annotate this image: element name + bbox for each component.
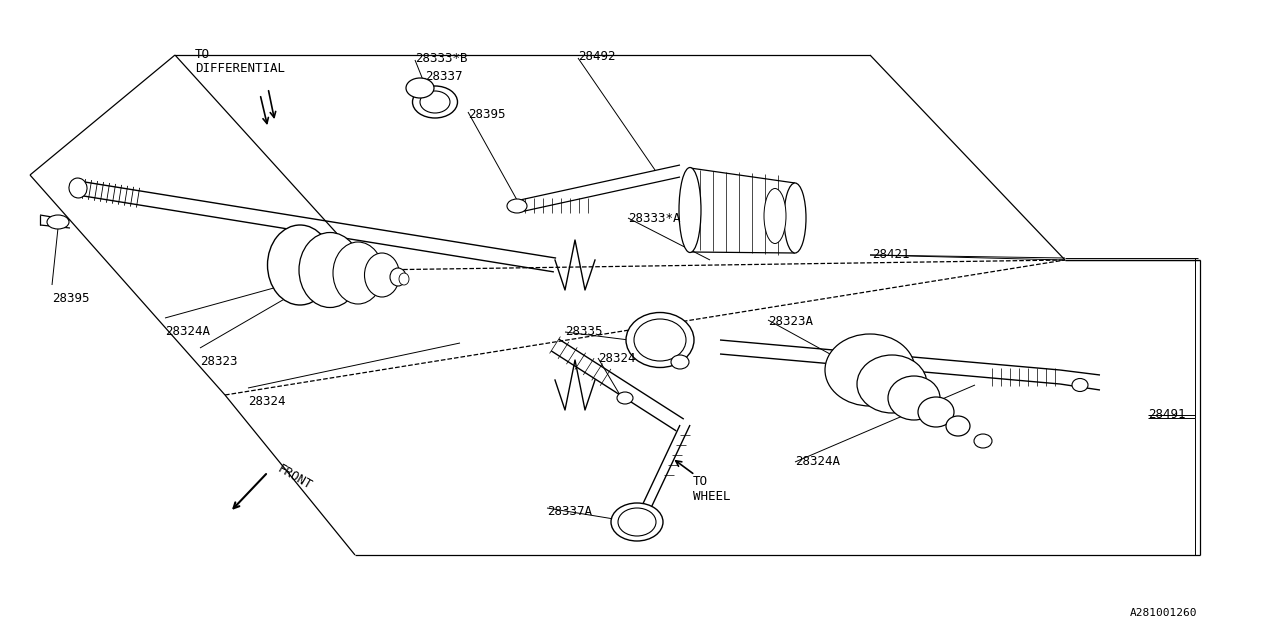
Text: 28337: 28337: [425, 70, 462, 83]
Text: DIFFERENTIAL: DIFFERENTIAL: [195, 62, 285, 75]
Ellipse shape: [300, 232, 361, 307]
Text: 28421: 28421: [872, 248, 910, 261]
Ellipse shape: [1073, 378, 1088, 392]
Text: 28323A: 28323A: [768, 315, 813, 328]
Text: 28333*B: 28333*B: [415, 52, 467, 65]
Text: 28324A: 28324A: [795, 455, 840, 468]
Text: 28335: 28335: [564, 325, 603, 338]
Ellipse shape: [47, 215, 69, 229]
Ellipse shape: [617, 392, 634, 404]
Ellipse shape: [69, 178, 87, 198]
Ellipse shape: [399, 273, 410, 285]
Ellipse shape: [390, 268, 406, 286]
Text: 28492: 28492: [579, 50, 616, 63]
Ellipse shape: [406, 78, 434, 98]
Text: FRONT: FRONT: [275, 462, 314, 492]
Ellipse shape: [918, 397, 954, 427]
Ellipse shape: [268, 225, 333, 305]
Text: 28324: 28324: [598, 352, 635, 365]
Text: 28491: 28491: [1148, 408, 1185, 421]
Ellipse shape: [365, 253, 399, 297]
Ellipse shape: [678, 168, 701, 253]
Ellipse shape: [333, 242, 383, 304]
Ellipse shape: [946, 416, 970, 436]
Ellipse shape: [785, 183, 806, 253]
Ellipse shape: [826, 334, 915, 406]
Text: 28337A: 28337A: [547, 505, 593, 518]
Ellipse shape: [888, 376, 940, 420]
Ellipse shape: [618, 508, 657, 536]
Text: 28395: 28395: [468, 108, 506, 121]
Text: 28323: 28323: [200, 355, 238, 368]
Ellipse shape: [611, 503, 663, 541]
Ellipse shape: [420, 91, 451, 113]
Text: 28324A: 28324A: [165, 325, 210, 338]
Ellipse shape: [764, 189, 786, 243]
Ellipse shape: [858, 355, 927, 413]
Text: A281001260: A281001260: [1130, 608, 1198, 618]
Ellipse shape: [974, 434, 992, 448]
Ellipse shape: [671, 355, 689, 369]
Text: TO: TO: [692, 475, 708, 488]
Ellipse shape: [634, 319, 686, 361]
Ellipse shape: [626, 312, 694, 367]
Text: TO: TO: [195, 48, 210, 61]
Text: 28395: 28395: [52, 292, 90, 305]
Text: 28333*A: 28333*A: [628, 212, 681, 225]
Text: 28324: 28324: [248, 395, 285, 408]
Text: WHEEL: WHEEL: [692, 490, 731, 503]
Ellipse shape: [507, 199, 527, 213]
Ellipse shape: [412, 86, 457, 118]
